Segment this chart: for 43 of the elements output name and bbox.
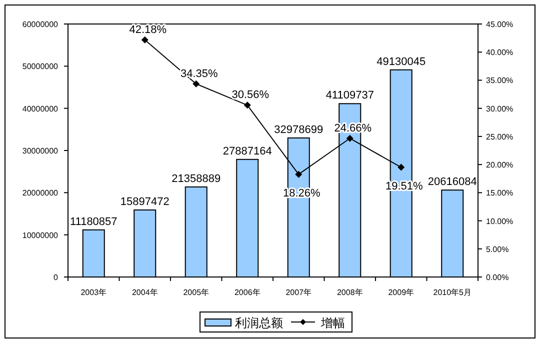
y2-tick-label: 35.00% <box>486 76 514 86</box>
point <box>141 36 148 44</box>
data-label: 20616084 <box>428 176 477 188</box>
x-tick-label: 2006年 <box>234 288 260 297</box>
y2-tick-label: 25.00% <box>486 132 514 142</box>
y2-tick-label: 20.00% <box>486 160 514 170</box>
y-tick-label: 10000000 <box>22 230 59 240</box>
point <box>346 134 354 142</box>
data-label: 42.18% <box>129 24 167 36</box>
y-tick-label: 50000000 <box>22 62 59 72</box>
y-tick-label: 40000000 <box>22 104 59 114</box>
y2-tick-label: 30.00% <box>486 104 514 114</box>
point <box>398 164 405 171</box>
x-tick-label: 2007年 <box>286 288 312 297</box>
x-tick-label: 2004年 <box>132 288 158 297</box>
data-label: 21358889 <box>172 172 221 185</box>
data-label: 30.56% <box>232 89 270 102</box>
y2-tick-label: 10.00% <box>486 216 514 226</box>
point <box>244 102 251 109</box>
legend-label: 增幅 <box>320 316 345 330</box>
data-label: 15897472 <box>120 196 170 208</box>
data-label: 32978699 <box>274 124 324 136</box>
data-label: 49130045 <box>376 56 426 68</box>
y2-tick-label: 0.00% <box>486 273 509 282</box>
data-label: 27887164 <box>222 145 272 158</box>
point <box>192 80 200 88</box>
x-tick-label: 2005年 <box>183 288 210 297</box>
point <box>295 170 302 178</box>
data-label: 41109737 <box>326 90 374 102</box>
x-tick-label: 2008年 <box>336 288 363 297</box>
y2-tick-label: 45.00% <box>486 20 514 29</box>
y-tick-label: 0 <box>54 273 59 282</box>
y-tick-label: 30000000 <box>22 146 59 156</box>
y2-tick-label: 5.00% <box>486 244 509 254</box>
data-label: 11180857 <box>70 216 118 228</box>
x-tick-label: 2003年 <box>80 288 107 297</box>
y2-tick-label: 15.00% <box>486 188 514 198</box>
x-tick-label: 2010年5月 <box>433 288 472 297</box>
x-tick-label: 2009年 <box>388 288 414 297</box>
y-tick-label: 60000000 <box>22 20 59 29</box>
y-tick-label: 20000000 <box>22 188 59 198</box>
y2-tick-label: 40.00% <box>486 48 514 58</box>
legend-label: 利润总额 <box>235 316 283 330</box>
